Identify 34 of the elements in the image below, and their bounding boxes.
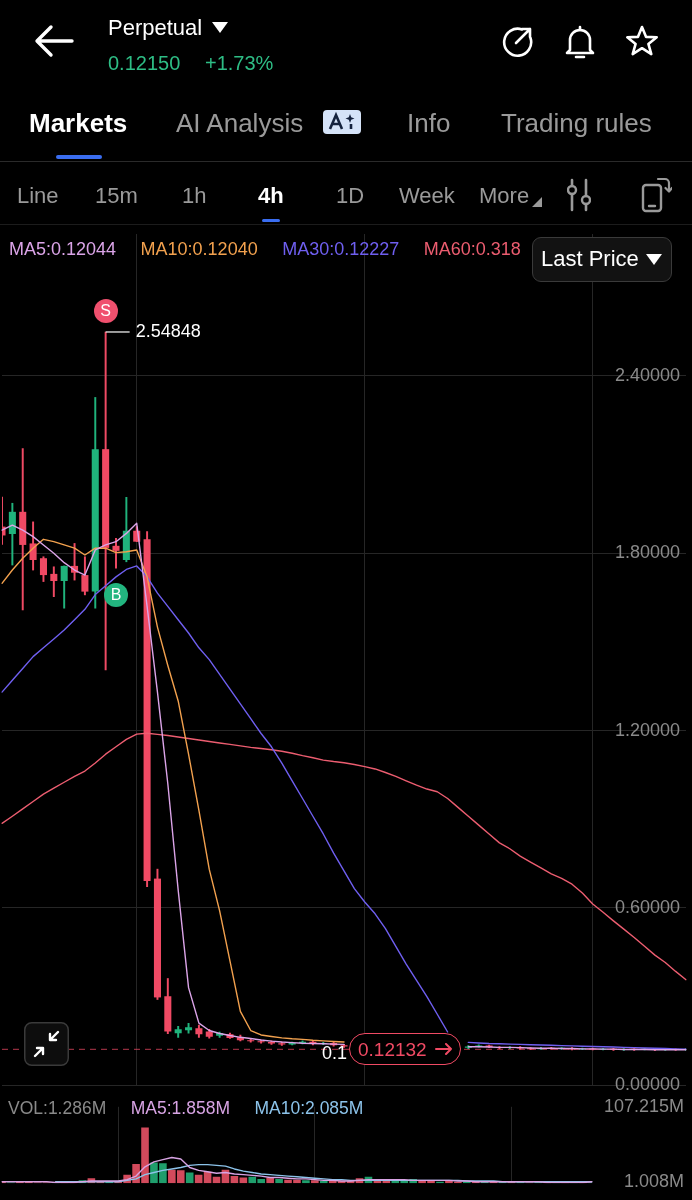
text: 1h	[182, 183, 207, 208]
text: MA60:0.318	[423, 238, 521, 259]
annotation: 0.1	[321, 1043, 347, 1064]
text: Info	[407, 108, 451, 138]
y-tick-label: 1.008M	[623, 1171, 684, 1192]
text: MA10:0.12040	[140, 238, 258, 259]
text: MA5:1.858M	[130, 1097, 230, 1118]
text: 4h	[258, 183, 284, 208]
text: MA30:0.12227	[282, 238, 400, 259]
ref-line-label: 0.12132	[358, 1038, 427, 1060]
text: +1.73%	[205, 52, 274, 74]
annotation: 2.54848	[135, 320, 201, 341]
text: Week	[399, 183, 455, 208]
text: MA10:2.085M	[254, 1097, 364, 1118]
text: More	[479, 183, 530, 208]
y-tick-label: 0.60000	[614, 896, 680, 917]
y-tick-label: 0.00000	[614, 1074, 680, 1095]
y-tick-label: 1.80000	[614, 542, 680, 563]
text: 15m	[95, 183, 138, 208]
text: Line	[17, 183, 59, 208]
annotation: VOL:1.286M	[8, 1097, 107, 1118]
text: 1D	[336, 183, 365, 208]
text: AI Analysis	[176, 108, 304, 138]
annotation: S	[99, 301, 112, 319]
text: MA5:0.12044	[9, 238, 117, 259]
text: 0.12150	[108, 52, 181, 74]
text: Markets	[29, 108, 128, 138]
annotation: Last Price	[541, 246, 639, 271]
y-tick-label: 107.215M	[603, 1095, 684, 1116]
annotation: B	[109, 585, 123, 603]
text: Trading rules	[501, 108, 652, 138]
y-tick-label: 1.20000	[614, 719, 680, 740]
text: Perpetual	[108, 15, 203, 40]
y-tick-label: 2.40000	[614, 364, 680, 385]
